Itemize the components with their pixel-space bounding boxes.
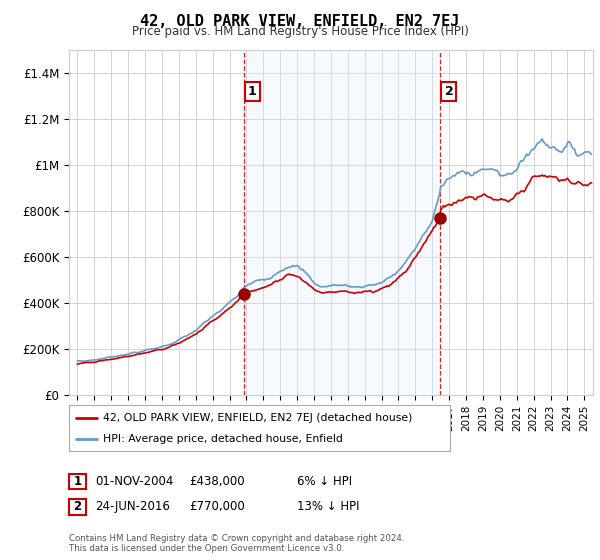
Text: 1: 1 [248,85,257,98]
Text: 6% ↓ HPI: 6% ↓ HPI [297,475,352,488]
Text: 2: 2 [73,500,82,514]
Text: Price paid vs. HM Land Registry's House Price Index (HPI): Price paid vs. HM Land Registry's House … [131,25,469,38]
Bar [244,50,440,395]
Text: HPI: Average price, detached house, Enfield: HPI: Average price, detached house, Enfi… [103,435,343,444]
Text: 13% ↓ HPI: 13% ↓ HPI [297,500,359,514]
Text: 1: 1 [73,475,82,488]
Text: 2: 2 [445,85,454,98]
Text: 24-JUN-2016: 24-JUN-2016 [95,500,170,514]
Text: £770,000: £770,000 [189,500,245,514]
Text: 01-NOV-2004: 01-NOV-2004 [95,475,173,488]
Text: £438,000: £438,000 [189,475,245,488]
Text: Contains HM Land Registry data © Crown copyright and database right 2024.
This d: Contains HM Land Registry data © Crown c… [69,534,404,553]
Text: 42, OLD PARK VIEW, ENFIELD, EN2 7EJ: 42, OLD PARK VIEW, ENFIELD, EN2 7EJ [140,14,460,29]
Text: 42, OLD PARK VIEW, ENFIELD, EN2 7EJ (detached house): 42, OLD PARK VIEW, ENFIELD, EN2 7EJ (det… [103,413,413,423]
